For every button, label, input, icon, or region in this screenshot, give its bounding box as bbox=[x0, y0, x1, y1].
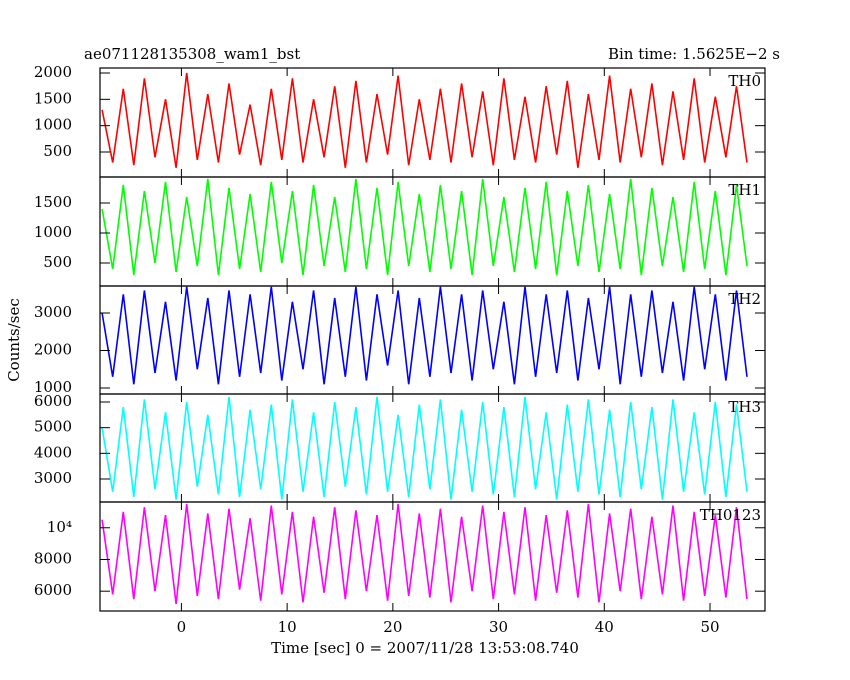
panel-frame bbox=[99, 393, 766, 503]
series-name: TH2 bbox=[728, 290, 761, 308]
y-axis-label: Counts/sec bbox=[5, 298, 23, 382]
y-tick-label: 5000 bbox=[34, 418, 72, 436]
panel-frame bbox=[99, 176, 766, 287]
y-tick-label: 1500 bbox=[34, 89, 72, 107]
x-tick-label: 40 bbox=[595, 618, 614, 636]
series-line bbox=[101, 396, 748, 500]
x-tick-label: 10 bbox=[278, 618, 297, 636]
y-tick-label: 1000 bbox=[34, 116, 72, 134]
panel-frame bbox=[99, 67, 766, 178]
x-axis-label: Time [sec] 0 = 2007/11/28 13:53:08.740 bbox=[271, 639, 579, 657]
y-tick-label: 4000 bbox=[34, 443, 72, 461]
series-name: TH1 bbox=[728, 181, 761, 199]
y-tick-label: 3000 bbox=[34, 469, 72, 487]
y-tick-label: 10⁴ bbox=[47, 518, 72, 536]
panel-frame bbox=[99, 501, 766, 612]
y-tick-label: 1500 bbox=[34, 193, 72, 211]
y-tick-label: 1000 bbox=[34, 378, 72, 396]
panel-frame bbox=[99, 285, 766, 395]
series-line bbox=[101, 503, 748, 604]
series-name: TH3 bbox=[728, 398, 761, 416]
series-line bbox=[101, 72, 748, 168]
series-name: TH0123 bbox=[700, 506, 761, 524]
y-tick-label: 8000 bbox=[34, 549, 72, 567]
x-tick-label: 30 bbox=[489, 618, 508, 636]
bin-time: Bin time: 1.5625E−2 s bbox=[608, 45, 780, 63]
x-tick-label: 20 bbox=[383, 618, 402, 636]
y-tick-label: 3000 bbox=[34, 303, 72, 321]
y-tick-label: 2000 bbox=[34, 341, 72, 359]
series-name: TH0 bbox=[728, 72, 761, 90]
y-tick-label: 500 bbox=[43, 142, 72, 160]
y-tick-label: 6000 bbox=[34, 581, 72, 599]
chart-title: ae071128135308_wam1_bst bbox=[84, 45, 300, 63]
y-tick-label: 500 bbox=[43, 253, 72, 271]
series-line bbox=[101, 286, 748, 385]
series-line bbox=[101, 178, 748, 276]
y-tick-label: 6000 bbox=[34, 392, 72, 410]
x-tick-label: 0 bbox=[177, 618, 187, 636]
x-tick-label: 50 bbox=[700, 618, 719, 636]
y-tick-label: 1000 bbox=[34, 223, 72, 241]
y-tick-label: 2000 bbox=[34, 63, 72, 81]
